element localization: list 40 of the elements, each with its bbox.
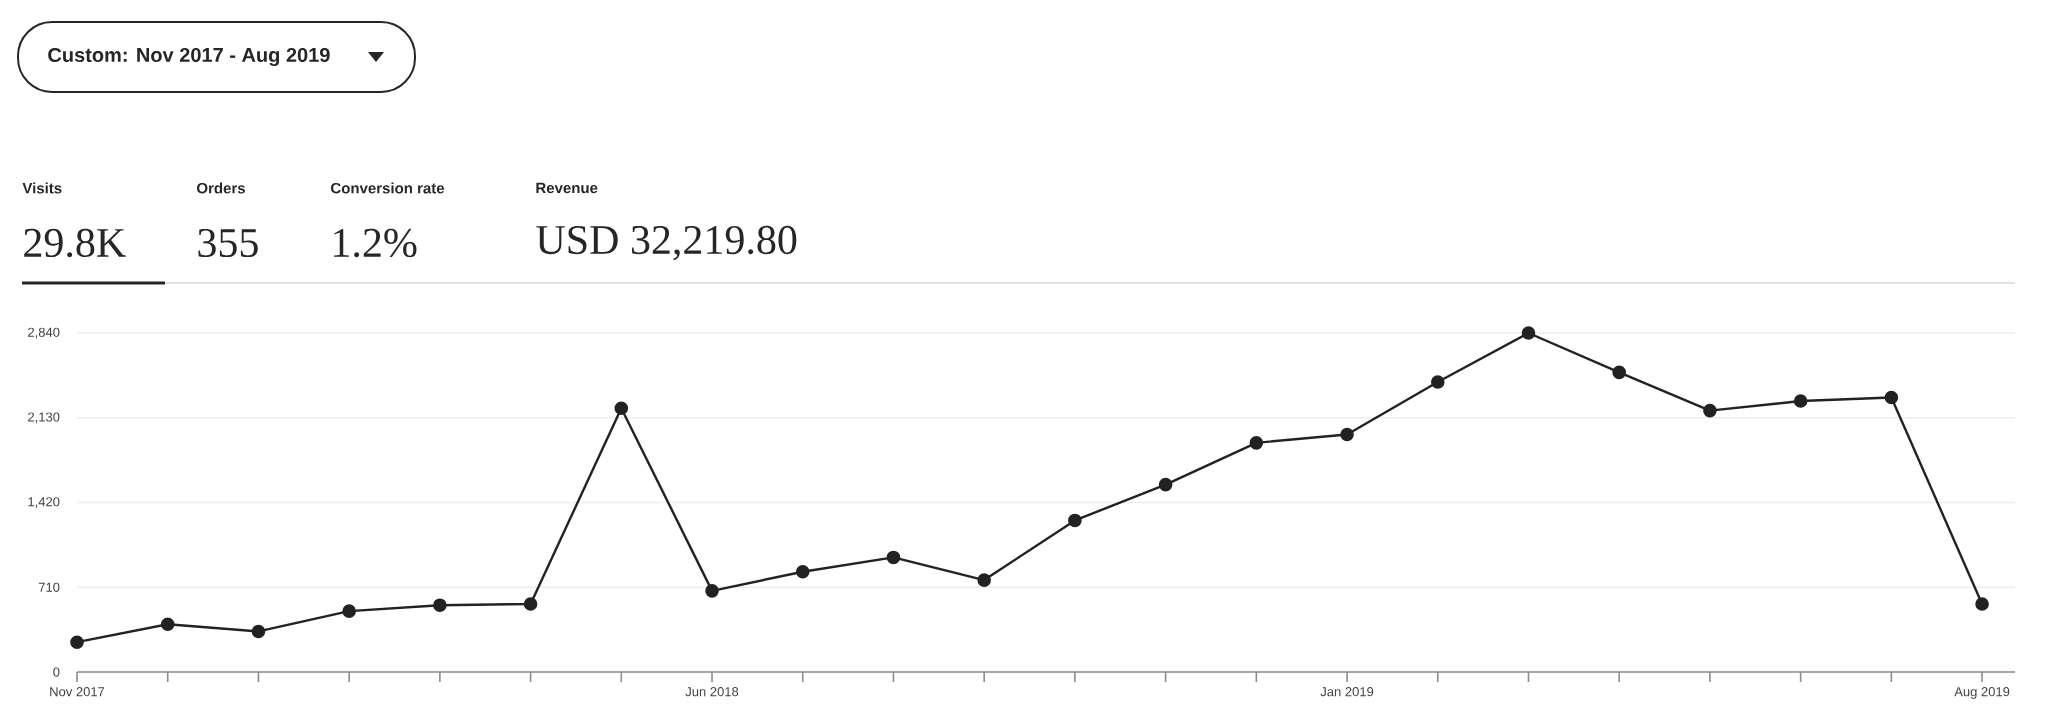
- point: [1884, 390, 1899, 405]
- x-tick-label: Jan 2019: [1320, 687, 1374, 697]
- text: Conversion rate: [331, 182, 445, 194]
- point: [1612, 365, 1626, 380]
- text: USD 32,219.80: [536, 225, 797, 261]
- point: [523, 597, 538, 611]
- point: [1793, 394, 1808, 408]
- point: [1249, 436, 1264, 450]
- text: Orders: [197, 182, 245, 194]
- y-tick-label: 1,420: [28, 497, 60, 508]
- point: [433, 598, 447, 612]
- point: [1158, 477, 1173, 492]
- text: Custom: Nov 2017 - Aug 2019: [48, 47, 330, 67]
- point: [977, 573, 991, 587]
- y-tick-label: 0: [53, 667, 60, 677]
- point: [70, 635, 84, 649]
- y-tick-label: 2,130: [28, 412, 60, 424]
- text: Visits: [22, 182, 62, 194]
- point: [1703, 403, 1717, 418]
- y-tick-label: 710: [38, 582, 60, 592]
- point: [1975, 597, 1989, 611]
- text: 355: [198, 228, 258, 258]
- point: [1521, 326, 1536, 340]
- point: [886, 550, 901, 565]
- x-tick-label: Jun 2018: [685, 687, 739, 697]
- point: [342, 604, 356, 618]
- point: [251, 624, 266, 639]
- point: [1068, 513, 1082, 528]
- text: 29.8K: [24, 228, 126, 258]
- point: [1340, 427, 1354, 442]
- point: [1430, 375, 1445, 389]
- x-tick-label: Nov 2017: [50, 687, 105, 697]
- point: [160, 617, 175, 632]
- point: [795, 564, 810, 579]
- x-tick-label: Aug 2019: [1954, 687, 2010, 699]
- text: 1.2%: [334, 228, 417, 258]
- text: Revenue: [536, 182, 598, 194]
- point: [705, 584, 719, 598]
- y-tick-label: 2,840: [28, 327, 60, 339]
- point: [614, 401, 629, 416]
